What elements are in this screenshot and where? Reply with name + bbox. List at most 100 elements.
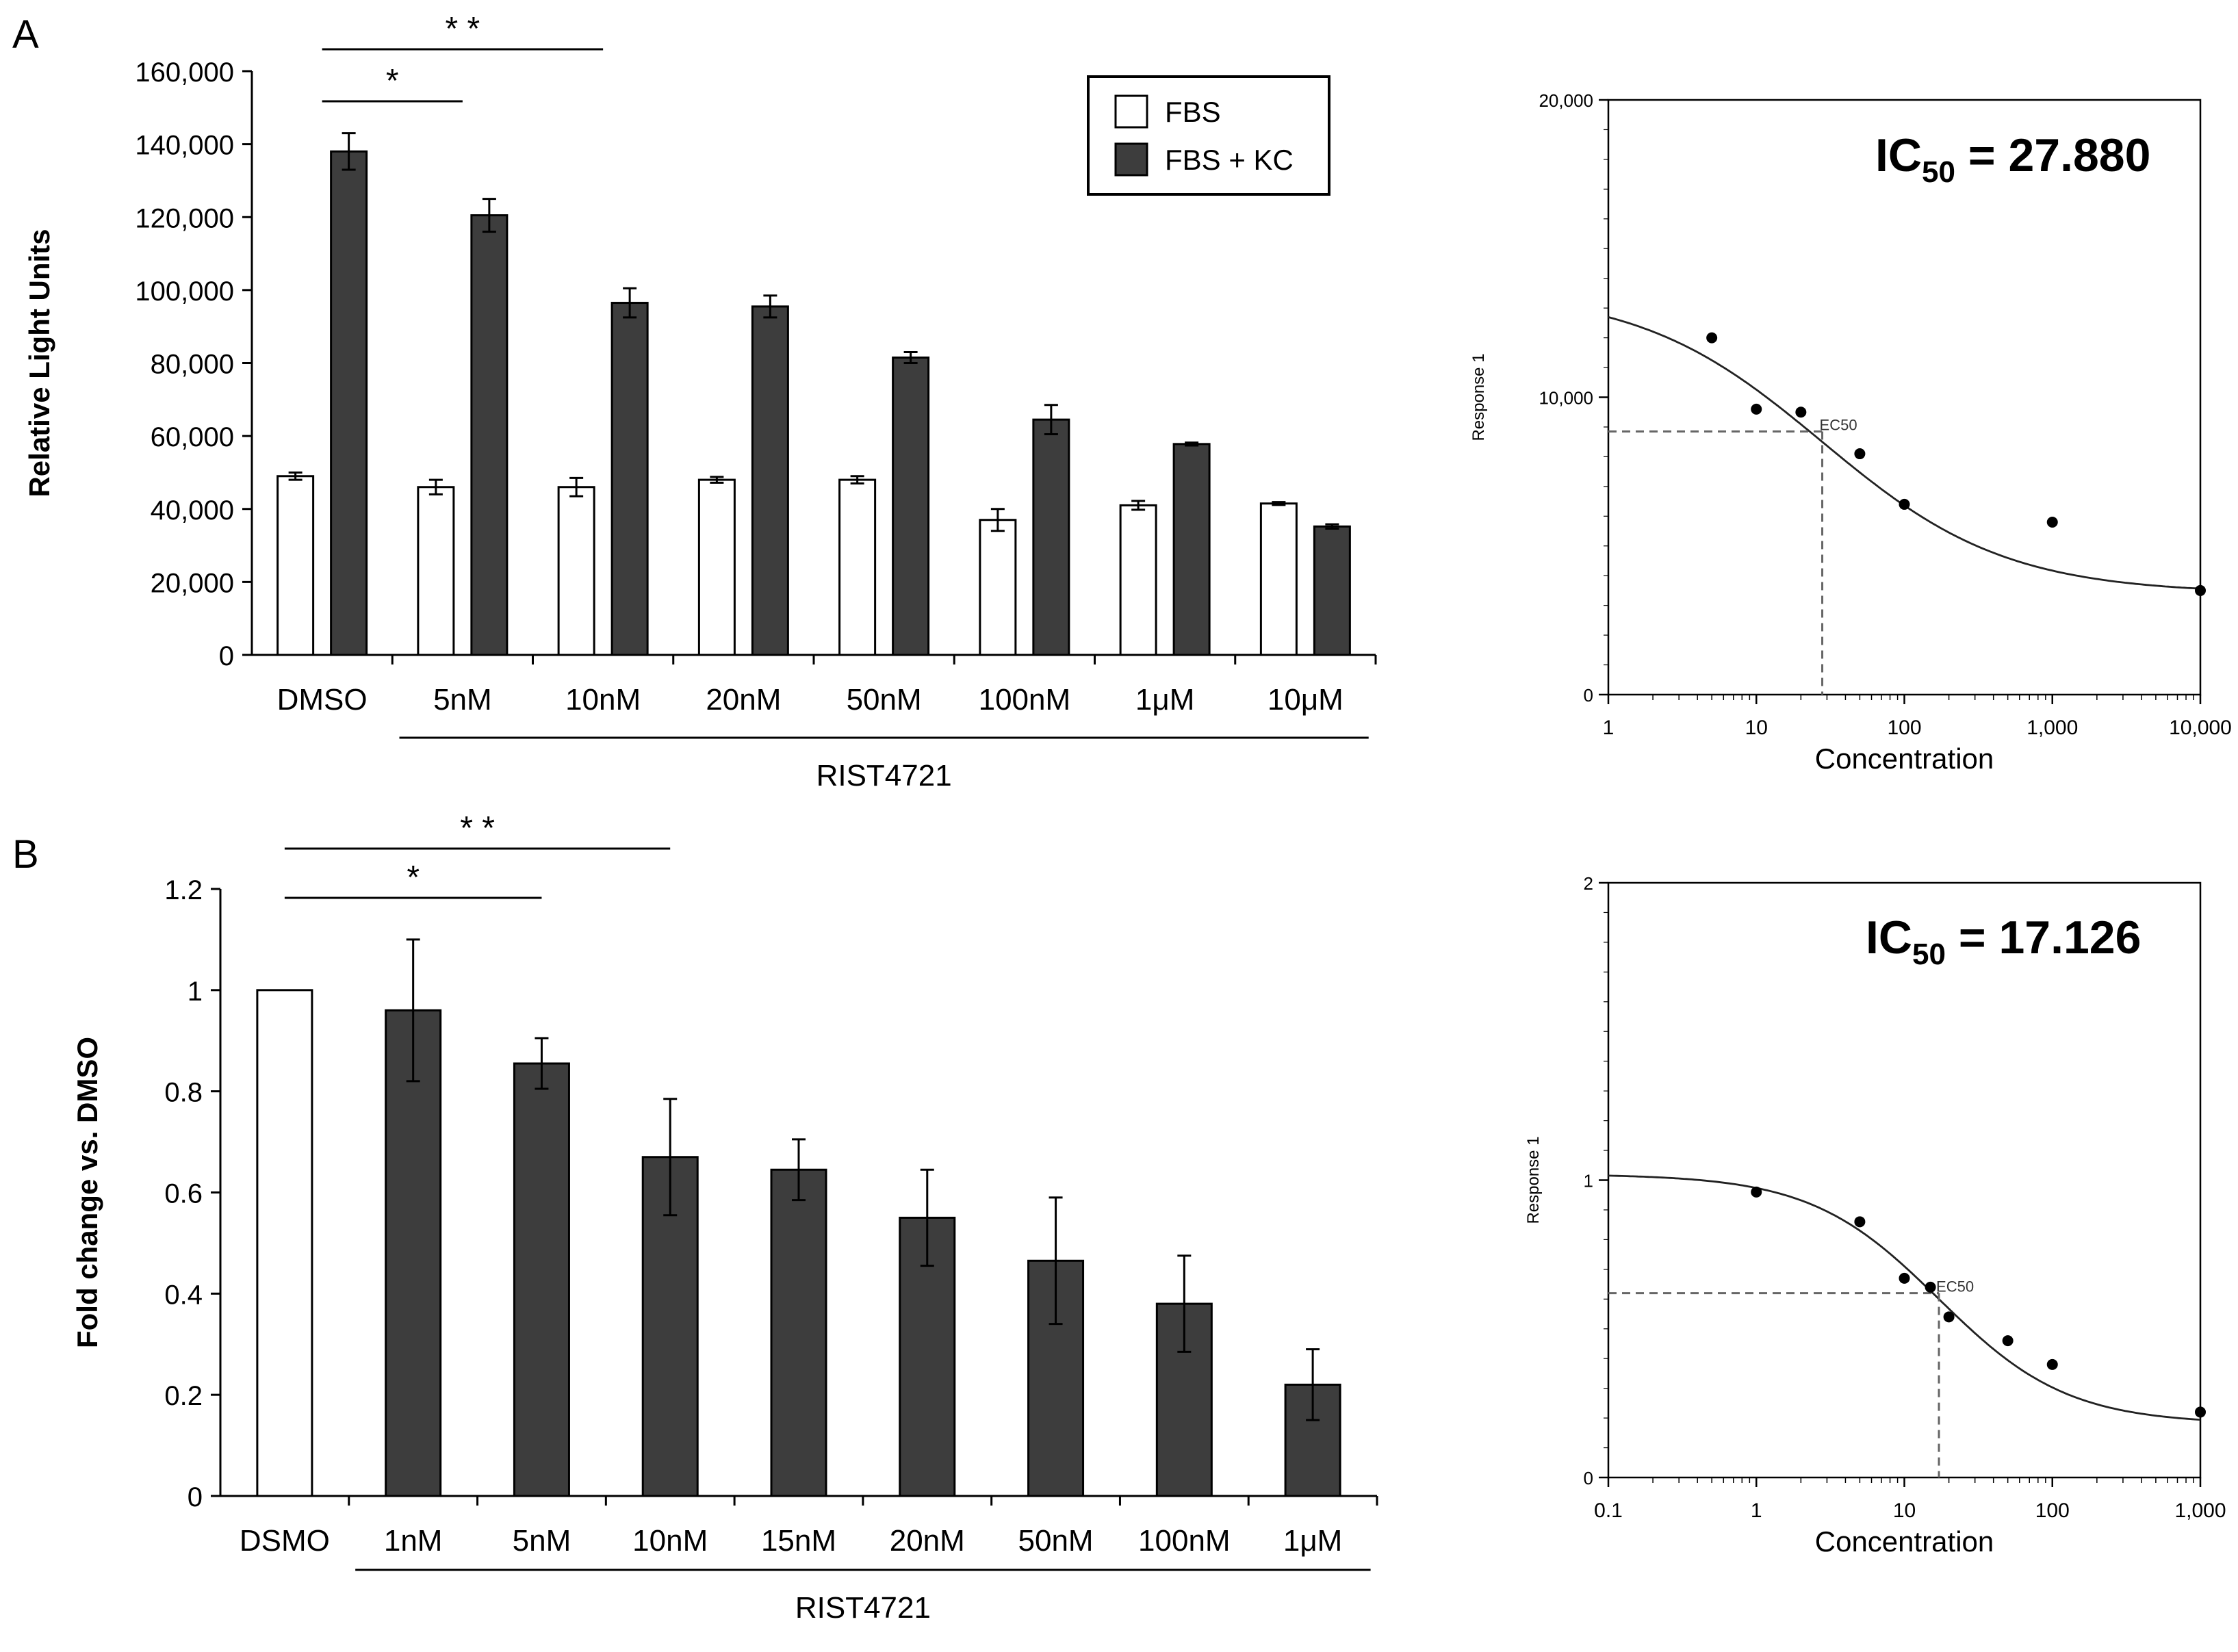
bar-fbs-kc [1032, 418, 1070, 656]
x-tick-label: 10 [1745, 717, 1768, 739]
x-axis-label: Concentration [1815, 1525, 1994, 1558]
ic50-annotation: IC50 = 27.880 [1875, 129, 2150, 189]
x-tick-label: 100 [2035, 1499, 2070, 1522]
chart-a-curve: 1 10 100 1,000 10,000 0 10,000 20,000 Concentrat… [1469, 90, 2232, 775]
category-label: 20nM [706, 683, 781, 717]
x-tick-label: 1 [1751, 1499, 1762, 1522]
y-axis-label: Fold change vs. DMSO [71, 1037, 103, 1348]
y-tick-label: 1 [1584, 1171, 1593, 1191]
panel-label-a: A [12, 12, 39, 57]
data-point [1899, 498, 1910, 510]
y-tick-label: 0.8 [164, 1078, 203, 1108]
x-tick-label: 1,000 [2174, 1499, 2226, 1522]
y-tick-label: 60,000 [151, 422, 234, 452]
y-tick-label: 20,000 [1539, 90, 1593, 111]
y-tick-label: 20,000 [151, 568, 234, 598]
ic50-annotation: IC50 = 17.126 [1866, 912, 2141, 971]
y-tick-label: 2 [1584, 873, 1593, 894]
x-tick-label: 1 [1603, 717, 1615, 739]
bar-fbs [417, 486, 455, 656]
category-label: DSMO [240, 1524, 330, 1558]
y-tick-label: 120,000 [135, 203, 234, 233]
ec50-label: EC50 [1820, 416, 1857, 433]
data-point [1854, 448, 1866, 460]
category-label: 5nM [513, 1524, 571, 1558]
significance-label: * [386, 63, 399, 99]
group-label: RIST4721 [795, 1591, 931, 1625]
bar [770, 1168, 827, 1497]
legend-swatch [1114, 142, 1148, 177]
category-label: 1μM [1283, 1524, 1342, 1558]
data-point [1795, 406, 1807, 418]
legend-label: FBS + KC [1165, 144, 1294, 176]
chart-a-bar: 0 20,000 40,000 60,000 80,000 100,000 120,000 1… [23, 11, 1377, 792]
chart-b-bar: 0 0.2 0.4 0.6 0.8 1 1.2 Fold change vs. DMSO DSM… [71, 810, 1378, 1625]
y-tick-label: 0 [188, 1482, 203, 1512]
bar [256, 989, 313, 1497]
data-point [2195, 584, 2206, 596]
y-tick-label: 0 [1584, 685, 1593, 706]
y-tick-label: 40,000 [151, 495, 234, 526]
y-tick-label: 1.2 [164, 875, 203, 905]
data-point [1854, 1216, 1866, 1228]
chart-b-curve: 0.1 1 10 100 1,000 0 1 2 Concentration Response 1… [1524, 873, 2226, 1558]
category-label: 20nM [890, 1524, 965, 1558]
y-tick-label: 140,000 [135, 131, 234, 161]
group-label: RIST4721 [816, 759, 952, 792]
data-point [1925, 1281, 1936, 1293]
x-tick-label: 100 [1887, 717, 1921, 739]
category-label: DMSO [277, 683, 368, 717]
bar-fbs [697, 478, 736, 656]
fit-curve [1608, 316, 2201, 590]
significance-label: * * [460, 810, 495, 847]
data-point [2195, 1406, 2206, 1418]
x-tick-label: 0.1 [1594, 1499, 1623, 1522]
plot-frame [1607, 99, 2202, 696]
bar-fbs-kc [1172, 443, 1211, 656]
legend-swatch [1114, 94, 1148, 129]
fit-curve [1608, 1174, 2201, 1421]
y-tick-label: 0.4 [164, 1280, 203, 1310]
category-label: 100nM [1138, 1524, 1231, 1558]
category-label: 1μM [1135, 683, 1194, 717]
category-label: 10nM [565, 683, 641, 717]
data-point [1751, 403, 1762, 415]
category-label: 100nM [979, 683, 1071, 717]
x-tick-label: 10,000 [2169, 717, 2232, 739]
data-point [1943, 1311, 1955, 1323]
data-point [1751, 1186, 1762, 1198]
y-tick-label: 80,000 [151, 350, 234, 380]
significance-label: * * [446, 11, 480, 47]
category-label: 50nM [1018, 1524, 1094, 1558]
bar [385, 1009, 442, 1497]
bar-fbs [1259, 502, 1298, 656]
x-axis-label: Concentration [1815, 743, 1994, 775]
bar-fbs-kc [892, 357, 930, 656]
data-point [2046, 516, 2058, 528]
significance-label: * [407, 860, 420, 896]
y-tick-label: 0.6 [164, 1179, 203, 1209]
legend-box [1087, 75, 1330, 196]
category-label: 5nM [433, 683, 492, 717]
legend-label: FBS [1165, 96, 1221, 128]
category-label: 10nM [632, 1524, 708, 1558]
data-point [2002, 1335, 2014, 1347]
bar-fbs [1119, 504, 1157, 656]
y-tick-label: 160,000 [135, 57, 234, 88]
bar-fbs [557, 486, 595, 656]
bar-fbs [838, 478, 877, 656]
y-tick-label: 0.2 [164, 1381, 203, 1411]
bar-fbs-kc [751, 305, 789, 656]
bar-fbs [276, 475, 315, 656]
category-label: 1nM [384, 1524, 443, 1558]
y-tick-label: 100,000 [135, 276, 234, 307]
category-label: 10μM [1268, 683, 1343, 717]
bar-fbs-kc [330, 150, 368, 656]
ec50-label: EC50 [1936, 1278, 1974, 1295]
bar-fbs-kc [470, 214, 509, 656]
bar-fbs-kc [1313, 525, 1351, 656]
bar-fbs-kc [610, 302, 649, 656]
category-label: 15nM [761, 1524, 836, 1558]
bar-fbs [979, 519, 1017, 656]
